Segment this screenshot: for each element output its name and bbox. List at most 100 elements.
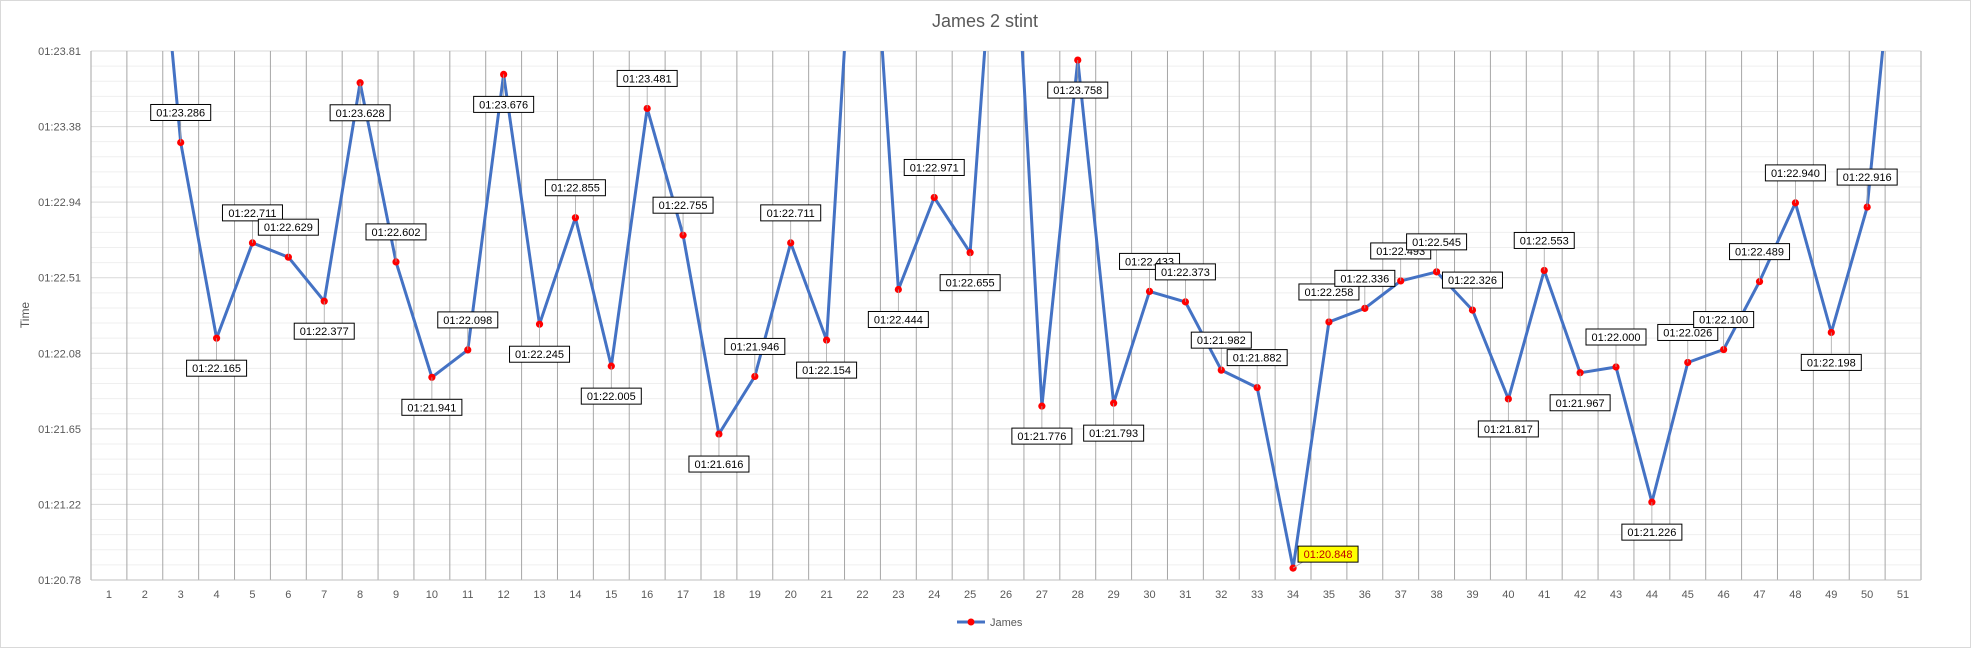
data-label: 01:22.940 [1771, 168, 1820, 180]
x-tick-label: 37 [1395, 589, 1407, 601]
x-tick-label: 40 [1502, 589, 1514, 601]
x-tick-label: 30 [1143, 589, 1155, 601]
data-label-box [1513, 231, 1575, 249]
data-label-box [365, 223, 427, 241]
y-axis-title: Time [18, 302, 32, 329]
data-label-box [293, 322, 355, 340]
x-tick-label: 33 [1251, 589, 1263, 601]
data-label: 01:22.489 [1735, 247, 1784, 259]
data-label-box [544, 179, 606, 197]
x-tick-label: 12 [498, 589, 510, 601]
data-label-box [257, 218, 319, 236]
x-tick-label: 38 [1430, 589, 1442, 601]
data-label-box [1477, 420, 1539, 438]
x-tick-label: 10 [426, 589, 438, 601]
x-tick-label: 22 [856, 589, 868, 601]
data-label: 01:22.326 [1448, 275, 1497, 287]
x-tick-label: 2 [142, 589, 148, 601]
data-label-box [1334, 269, 1396, 287]
data-label: 01:22.711 [767, 208, 815, 220]
data-label: 01:21.967 [1556, 398, 1605, 410]
data-label: 01:22.100 [1699, 315, 1748, 327]
data-label-box [867, 310, 929, 328]
x-tick-label: 51 [1897, 589, 1909, 601]
data-label-box [580, 387, 642, 405]
data-label-box [329, 104, 391, 122]
data-label-box [903, 158, 965, 176]
data-label-box [1621, 523, 1683, 541]
data-label-box [1657, 323, 1719, 341]
data-label: 01:22.377 [300, 326, 349, 338]
x-tick-label: 43 [1610, 589, 1622, 601]
data-labels: 01:23.286 01:22.165 01:22.711 01:22.629 01:2… [150, 60, 1898, 569]
x-tick-label: 11 [462, 589, 473, 601]
data-label-box [150, 103, 212, 121]
x-tick-label: 24 [928, 589, 940, 601]
data-label: 01:22.373 [1161, 267, 1210, 279]
data-label-box [1585, 328, 1647, 346]
data-label: 01:21.776 [1017, 431, 1066, 443]
data-label: 01:23.628 [336, 108, 385, 120]
x-tick-label: 14 [569, 589, 581, 601]
data-label-box [616, 69, 678, 87]
data-label: 01:22.602 [372, 227, 421, 239]
data-label-highlight: 01:20.848 [1304, 549, 1353, 561]
y-tick-label: 01:22.51 [38, 273, 81, 285]
data-label: 01:21.882 [1233, 353, 1282, 365]
x-tick-label: 7 [321, 589, 327, 601]
axes: 01:20.78 01:21.22 01:21.65 01:22.08 01:22.51… [38, 46, 1921, 601]
chart-title: James 2 stint [932, 11, 1038, 31]
data-label-box [760, 204, 822, 222]
x-tick-label: 34 [1287, 589, 1299, 601]
x-tick-label: 5 [249, 589, 255, 601]
data-label-box [796, 361, 858, 379]
data-label-box [1226, 349, 1288, 367]
data-label: 01:22.655 [946, 278, 995, 290]
y-tick-label: 01:23.81 [38, 46, 81, 58]
x-tick-label: 1 [106, 589, 112, 601]
x-tick-label: 18 [713, 589, 725, 601]
data-label-box [1297, 545, 1359, 563]
x-tick-label: 27 [1036, 589, 1048, 601]
x-tick-label: 29 [1108, 589, 1120, 601]
data-label: 01:23.676 [479, 99, 528, 111]
data-label: 01:21.982 [1197, 335, 1246, 347]
data-label-box [221, 204, 283, 222]
data-label-box [1083, 424, 1145, 442]
x-tick-label: 8 [357, 589, 363, 601]
data-label-box [1764, 164, 1826, 182]
x-tick-label: 31 [1179, 589, 1191, 601]
x-tick-label: 45 [1682, 589, 1694, 601]
data-label: 01:23.758 [1053, 85, 1102, 97]
y-tick-label: 01:21.65 [38, 424, 81, 436]
data-label: 01:22.198 [1807, 357, 1856, 369]
data-label-box [1154, 263, 1216, 281]
y-tick-label: 01:21.22 [38, 499, 81, 511]
data-label-box [509, 345, 571, 363]
x-tick-label: 9 [393, 589, 399, 601]
data-label-box [401, 398, 463, 416]
data-label-box [1836, 168, 1898, 186]
data-label: 01:22.245 [515, 349, 564, 361]
data-label: 01:22.165 [192, 363, 241, 375]
data-label: 01:22.154 [802, 365, 851, 377]
data-label-box [1729, 243, 1791, 261]
data-label-box [939, 274, 1001, 292]
y-tick-label: 01:20.78 [38, 575, 81, 587]
data-label-box [186, 359, 248, 377]
x-tick-label: 20 [785, 589, 797, 601]
data-label: 01:22.258 [1304, 287, 1353, 299]
x-tick-label: 42 [1574, 589, 1586, 601]
data-label: 01:22.026 [1663, 327, 1712, 339]
data-label: 01:22.545 [1412, 237, 1461, 249]
data-label: 01:22.916 [1843, 172, 1892, 184]
data-label-box [1298, 283, 1360, 301]
data-label: 01:22.000 [1592, 332, 1641, 344]
x-tick-label: 16 [641, 589, 653, 601]
data-label-box [1011, 427, 1073, 445]
x-tick-label: 36 [1359, 589, 1371, 601]
data-label-box [437, 311, 499, 329]
data-label: 01:22.444 [874, 314, 923, 326]
